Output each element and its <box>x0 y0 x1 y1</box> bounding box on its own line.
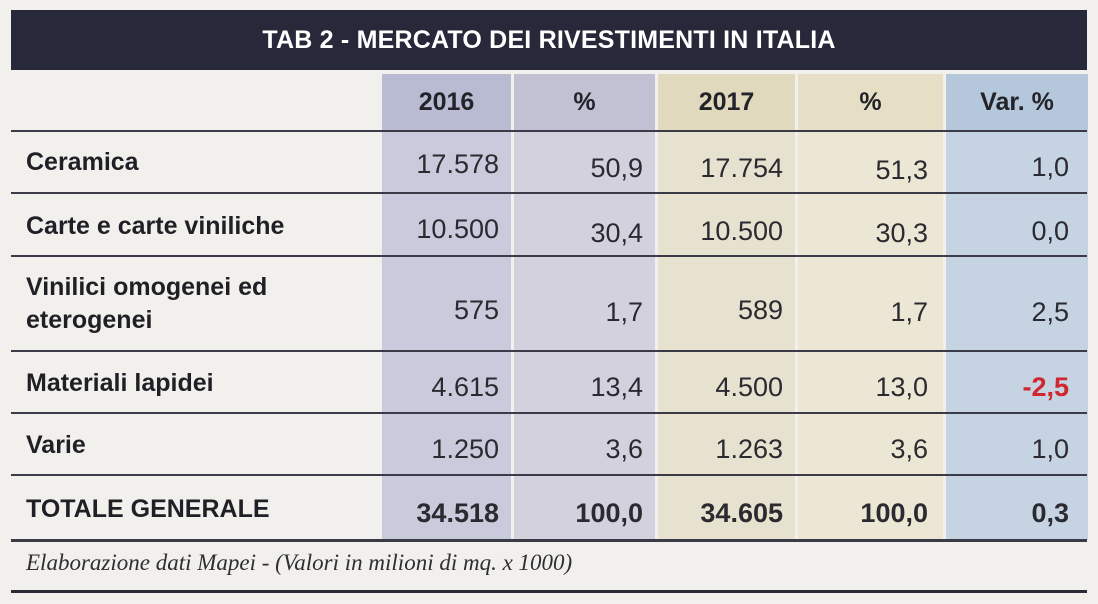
row-label: Varie <box>26 431 86 459</box>
row-divider <box>11 350 1087 352</box>
row-label-line-1: Vinilici omogenei ed <box>26 273 268 301</box>
pct-2017: 30,3 <box>875 218 928 248</box>
value-2017: 589 <box>737 295 783 325</box>
value-2017: 4.500 <box>715 372 783 402</box>
row-label-total: TOTALE GENERALE <box>26 495 270 523</box>
var-pct: 1,0 <box>1031 152 1069 182</box>
column-band-2017 <box>658 74 795 540</box>
table-row-total: TOTALE GENERALE 34.518 100,0 34.605 100,… <box>0 476 1098 538</box>
pct-2017: 100,0 <box>860 498 928 528</box>
header-pct-2017: % <box>798 74 943 130</box>
var-pct: 1,0 <box>1031 434 1069 464</box>
value-2016: 575 <box>453 295 499 325</box>
row-divider <box>11 192 1087 194</box>
row-label: Ceramica <box>26 148 139 176</box>
row-label: Materiali lapidei <box>26 369 214 397</box>
var-pct: 2,5 <box>1031 297 1069 327</box>
value-2017: 10.500 <box>700 216 783 246</box>
header-var-pct: Var. % <box>946 74 1088 130</box>
header-pct-2016: % <box>514 74 655 130</box>
table-row: Varie 1.250 3,6 1.263 3,6 1,0 <box>0 414 1098 474</box>
pct-2017: 1,7 <box>890 297 928 327</box>
row-divider <box>11 474 1087 476</box>
value-2016: 34.518 <box>416 498 499 528</box>
table-title: TAB 2 - MERCATO DEI RIVESTIMENTI IN ITAL… <box>11 10 1087 70</box>
row-label: Carte e carte viniliche <box>26 212 285 240</box>
value-2017: 17.754 <box>700 153 783 183</box>
value-2017: 34.605 <box>700 498 783 528</box>
var-pct: 0,3 <box>1031 498 1069 528</box>
value-2016: 1.250 <box>431 434 499 464</box>
pct-2017: 3,6 <box>890 434 928 464</box>
table-row: Ceramica 17.578 50,9 17.754 51,3 1,0 <box>0 132 1098 192</box>
table-row: Vinilici omogenei ed eterogenei 575 1,7 … <box>0 257 1098 350</box>
pct-2016: 30,4 <box>590 218 643 248</box>
table-bottom-border <box>11 539 1087 542</box>
column-band-var <box>946 74 1088 540</box>
pct-2016: 100,0 <box>575 498 643 528</box>
pct-2017: 13,0 <box>875 372 928 402</box>
value-2016: 4.615 <box>431 372 499 402</box>
pct-2017: 51,3 <box>875 155 928 185</box>
footnote-bottom-rule <box>11 590 1087 593</box>
pct-2016: 3,6 <box>605 434 643 464</box>
source-footnote: Elaborazione dati Mapei - (Valori in mil… <box>26 550 573 575</box>
header-2017: 2017 <box>658 74 795 130</box>
var-pct-negative: -2,5 <box>1022 372 1069 402</box>
column-band-pct-2016 <box>514 74 655 540</box>
table-header-row: 2016 % 2017 % Var. % <box>0 74 1098 130</box>
pct-2016: 13,4 <box>590 372 643 402</box>
row-label-line-2: eterogenei <box>26 306 153 334</box>
column-band-2016 <box>382 74 511 540</box>
pct-2016: 50,9 <box>590 153 643 183</box>
value-2016: 10.500 <box>416 214 499 244</box>
header-2016: 2016 <box>382 74 511 130</box>
row-divider <box>11 130 1087 132</box>
table-row: Carte e carte viniliche 10.500 30,4 10.5… <box>0 194 1098 255</box>
row-divider <box>11 412 1087 414</box>
value-2017: 1.263 <box>715 434 783 464</box>
row-divider <box>11 255 1087 257</box>
var-pct: 0,0 <box>1031 216 1069 246</box>
value-2016: 17.578 <box>416 149 499 179</box>
column-band-pct-2017 <box>798 74 943 540</box>
table-row: Materiali lapidei 4.615 13,4 4.500 13,0 … <box>0 352 1098 412</box>
pct-2016: 1,7 <box>605 297 643 327</box>
